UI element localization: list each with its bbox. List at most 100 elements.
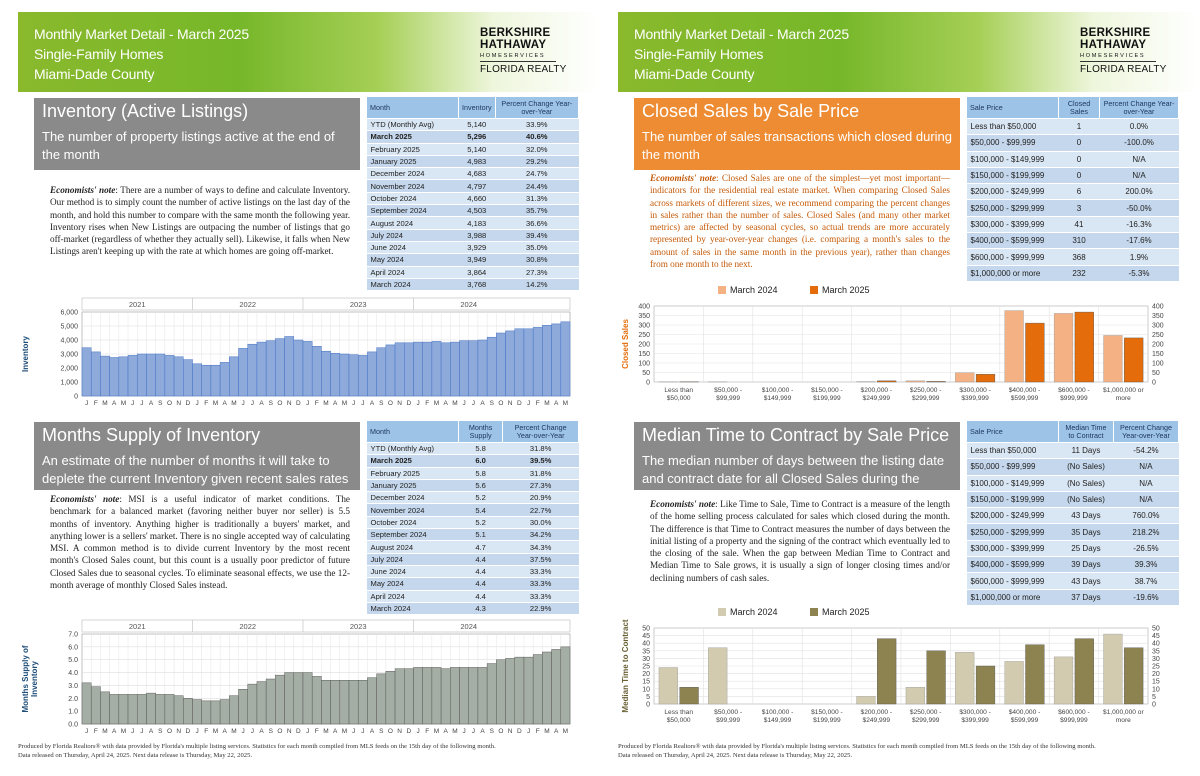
x-tick-label: S xyxy=(379,728,384,735)
x-tick-label: O xyxy=(498,400,503,407)
table-cell: November 2024 xyxy=(366,179,459,193)
x-tick-label: J xyxy=(306,728,309,735)
bar xyxy=(127,355,138,397)
table-cell: YTD (Monthly Avg) xyxy=(366,118,459,132)
table-cell: 5,296 xyxy=(458,130,496,144)
bar xyxy=(1103,633,1123,705)
section-subtitle: An estimate of the number of months it w… xyxy=(34,450,360,490)
y2-tick-label: 5 xyxy=(1152,694,1156,701)
table-cell: 35.0% xyxy=(495,241,579,255)
table-cell: $1,000,000 or more xyxy=(966,589,1059,606)
table-cell: September 2024 xyxy=(366,528,459,542)
bar xyxy=(201,700,212,725)
table-cell: 1 xyxy=(1058,118,1100,136)
bar xyxy=(486,663,497,725)
table-row: September 2024 4,503 35.7% xyxy=(366,204,579,218)
table-cell: $100,000 - $149,999 xyxy=(966,475,1059,492)
x-tick-label: A xyxy=(112,400,117,407)
table-cell: April 2024 xyxy=(366,590,459,603)
x-tick-label: $200,000 - xyxy=(861,709,893,716)
x-tick-label: A xyxy=(149,400,154,407)
bar xyxy=(1004,310,1024,383)
bar xyxy=(477,667,488,725)
table-row: March 2024 3,768 14.2% xyxy=(366,278,579,292)
table-row: May 2024 4.4 33.3% xyxy=(366,577,579,591)
x-tick-label: more xyxy=(1116,395,1131,402)
table-cell: -19.6% xyxy=(1113,589,1179,606)
table-cell: 22.9% xyxy=(502,602,579,616)
bar xyxy=(118,694,129,725)
table-cell: 5.8 xyxy=(458,442,503,456)
table-cell: March 2025 xyxy=(366,130,459,144)
bar xyxy=(265,340,276,397)
x-tick-label: J xyxy=(352,728,355,735)
table-cell: 4,503 xyxy=(458,204,496,218)
x-tick-label: J xyxy=(352,400,355,407)
x-tick-label: O xyxy=(167,728,172,735)
x-tick-label: $599,999 xyxy=(1011,395,1039,402)
header-county: Miami-Dade County xyxy=(34,66,155,82)
x-tick-label: D xyxy=(407,400,412,407)
table-cell: 33.3% xyxy=(502,565,579,579)
y-tick-label: 25 xyxy=(642,664,650,671)
table-cell: 4.7 xyxy=(458,540,503,554)
bar xyxy=(127,694,138,725)
bar xyxy=(81,347,92,397)
x-tick-label: D xyxy=(517,728,522,735)
table-cell: 4.3 xyxy=(458,602,503,616)
section-title: Months Supply of Inventory xyxy=(34,422,360,450)
y-tick-label: 5 xyxy=(646,694,650,701)
y-tick-label: 20 xyxy=(642,671,650,678)
year-label: 2023 xyxy=(350,622,367,631)
section-subtitle: The number of sales transactions which c… xyxy=(634,126,960,170)
bar xyxy=(192,699,202,725)
table-row: December 2024 5.2 20.9% xyxy=(366,491,579,505)
x-tick-label: $300,000 - xyxy=(959,709,991,716)
table-cell: 5.4 xyxy=(458,503,503,517)
table-row: $400,000 - $599,999 310 -17.6% xyxy=(966,232,1179,250)
bar xyxy=(192,363,202,397)
y-axis-title: Inventory xyxy=(21,335,30,372)
x-tick-label: D xyxy=(407,728,412,735)
y-tick-label: 0 xyxy=(646,702,650,709)
bar xyxy=(560,321,571,397)
bar xyxy=(542,651,552,725)
table-row: $300,000 - $399,999 41 -16.3% xyxy=(966,216,1179,234)
bar xyxy=(877,380,897,383)
table-cell: 0 xyxy=(1058,134,1100,152)
inventory-trend-chart: 2021 2022 2023 2024 0 1,000 2,000 3,000 4,000 5,0… xyxy=(21,297,571,407)
table-cell: $1,000,000 or more xyxy=(966,265,1059,282)
header-title: Monthly Market Detail - March 2025 xyxy=(34,26,249,42)
bar xyxy=(155,694,166,725)
x-tick-label: $150,000 - xyxy=(811,709,843,716)
section-title: Closed Sales by Sale Price xyxy=(634,98,960,126)
table-cell: 5,140 xyxy=(458,143,496,156)
x-tick-label: J xyxy=(527,728,530,735)
x-tick-label: F xyxy=(204,728,208,735)
bar xyxy=(229,356,239,397)
y-tick-label: 5,000 xyxy=(60,324,78,331)
table-cell: $200,000 - $249,999 xyxy=(966,183,1059,201)
x-tick-label: J xyxy=(195,400,198,407)
y-tick-label: 30 xyxy=(642,656,650,663)
y-tick-label: 15 xyxy=(642,679,650,686)
bar xyxy=(1053,656,1074,705)
table-row: July 2024 4.4 37.5% xyxy=(366,553,579,566)
y2-tick-label: 50 xyxy=(1152,626,1160,633)
bar xyxy=(210,700,221,725)
x-tick-label: D xyxy=(296,728,301,735)
x-tick-label: $149,999 xyxy=(764,717,792,724)
x-tick-label: $600,000 - xyxy=(1058,709,1090,716)
y-tick-label: 350 xyxy=(638,313,650,320)
x-tick-label: A xyxy=(223,400,228,407)
x-tick-label: M xyxy=(102,728,107,735)
x-tick-label: A xyxy=(370,728,375,735)
y-tick-label: 400 xyxy=(638,304,650,311)
x-tick-label: J xyxy=(416,728,419,735)
bar xyxy=(856,696,876,705)
table-cell: 39.5% xyxy=(502,454,579,468)
left-page: Monthly Market Detail - March 2025 Singl… xyxy=(18,12,598,764)
table-cell: $600,000 - $999,999 xyxy=(966,572,1059,590)
bar xyxy=(955,372,975,383)
table-cell: -54.2% xyxy=(1113,442,1179,460)
